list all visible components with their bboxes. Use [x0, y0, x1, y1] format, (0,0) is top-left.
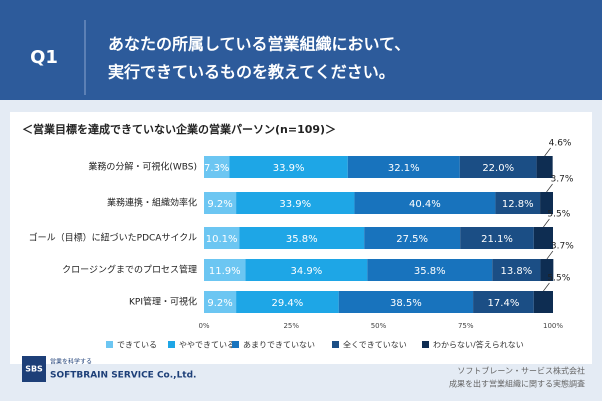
logo-badge-box	[22, 356, 46, 382]
bar-segment	[533, 227, 553, 249]
leader-line	[543, 218, 550, 228]
bar-segment	[204, 227, 240, 249]
x-tick-label: 0%	[198, 322, 209, 330]
bar-segment	[367, 259, 493, 281]
question-line: 実行できているものを教えてください。	[108, 63, 395, 82]
bar-segment	[533, 291, 553, 313]
legend-swatch	[106, 341, 113, 348]
value-label: 3.7%	[551, 175, 574, 185]
value-label: 3.7%	[551, 242, 574, 252]
chart-title: ＜営業目標を達成できていない企業の営業パーソン(n=109)＞	[22, 122, 336, 136]
value-label: 10.1%	[206, 234, 238, 245]
x-tick-label: 100%	[543, 322, 563, 330]
leader-line	[544, 147, 551, 157]
value-label: 5.5%	[547, 210, 570, 220]
bar-segment	[229, 156, 348, 178]
logo-company: SOFTBRAIN SERVICE Co.,Ltd.	[50, 371, 196, 381]
category-label: KPI管理・可視化	[129, 296, 197, 308]
legend-swatch	[232, 341, 239, 348]
bar-segment	[540, 259, 554, 281]
bar-segment	[338, 291, 474, 313]
bar-segment	[347, 156, 460, 178]
bar-segment	[204, 291, 237, 313]
header-band	[0, 0, 602, 100]
legend-label: ややできている	[179, 341, 235, 350]
legend-swatch	[422, 341, 429, 348]
footer-company: ソフトブレーン・サービス株式会社	[457, 366, 585, 376]
category-label: 業務連携・組織効率化	[107, 197, 197, 209]
value-label: 21.1%	[481, 234, 513, 245]
leader-line	[546, 183, 553, 193]
legend-label: 全くできていない	[343, 340, 407, 350]
value-label: 40.4%	[409, 199, 441, 210]
bar-segment	[204, 259, 246, 281]
value-label: 33.9%	[279, 199, 311, 210]
legend-label: できている	[117, 341, 157, 350]
question-number: Q1	[30, 47, 58, 68]
bar-segment	[204, 156, 230, 178]
bar-segment	[204, 192, 237, 214]
value-label: 12.8%	[502, 199, 534, 210]
x-tick-label: 75%	[458, 322, 474, 330]
value-label: 9.2%	[207, 199, 232, 210]
value-label: 32.1%	[388, 163, 420, 174]
value-label: 13.8%	[500, 266, 532, 277]
value-label: 34.9%	[291, 266, 323, 277]
logo-badge: SBS	[25, 365, 43, 374]
bar-segment	[492, 259, 541, 281]
bar-segment	[364, 227, 461, 249]
bar-segment	[239, 227, 365, 249]
value-label: 4.6%	[549, 139, 572, 149]
leader-line	[543, 282, 550, 292]
x-tick-label: 25%	[283, 322, 299, 330]
value-label: 38.5%	[390, 298, 422, 309]
bar-segment	[540, 192, 553, 214]
bar-segment	[236, 192, 355, 214]
bar-segment	[473, 291, 534, 313]
bar-segment	[460, 227, 534, 249]
category-label: ゴール（目標）に紐づいたPDCAサイクル	[29, 232, 197, 244]
value-label: 35.8%	[286, 234, 318, 245]
value-label: 5.5%	[547, 274, 570, 284]
bar-segment	[459, 156, 537, 178]
footer-survey: 成果を出す営業組織に関する実態調査	[449, 379, 585, 389]
value-label: 7.3%	[204, 163, 229, 174]
legend-label: わからない/答えられない	[433, 340, 524, 350]
value-label: 11.9%	[209, 266, 241, 277]
value-label: 9.2%	[207, 298, 232, 309]
bar-segment	[354, 192, 496, 214]
category-label: 業務の分解・可視化(WBS)	[88, 161, 197, 173]
bar-segment	[245, 259, 368, 281]
value-label: 17.4%	[488, 298, 520, 309]
value-label: 35.8%	[414, 266, 446, 277]
x-tick-label: 50%	[371, 322, 387, 330]
logo-tagline: 営業を科学する	[50, 358, 92, 366]
question-line: あなたの所属している営業組織において、	[108, 35, 410, 54]
bar-segment	[236, 291, 339, 313]
value-label: 22.0%	[482, 163, 514, 174]
value-label: 33.9%	[273, 163, 305, 174]
category-label: クロージングまでのプロセス管理	[62, 264, 197, 276]
legend-swatch	[332, 341, 339, 348]
leader-line	[546, 250, 554, 260]
bar-segment	[536, 156, 553, 178]
bar-segment	[495, 192, 541, 214]
value-label: 29.4%	[272, 298, 304, 309]
legend-label: あまりできていない	[243, 341, 315, 350]
value-label: 27.5%	[396, 234, 428, 245]
legend-swatch	[168, 341, 175, 348]
